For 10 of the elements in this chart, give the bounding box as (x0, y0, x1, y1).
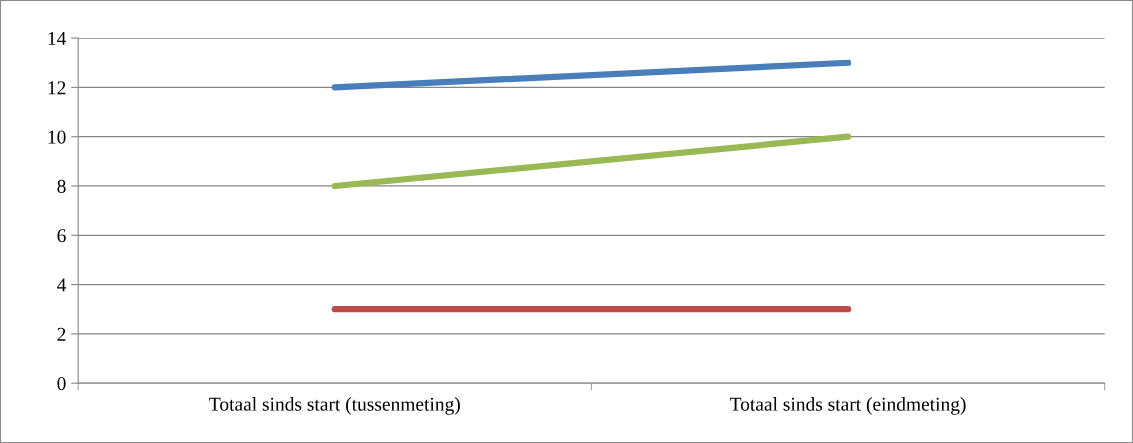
y-tick-label: 4 (57, 278, 67, 292)
y-tick-label: 12 (48, 81, 66, 95)
y-tick-label: 2 (57, 327, 66, 341)
y-tick-label: 14 (48, 32, 67, 45)
y-tick-label: 10 (48, 130, 66, 144)
y-tick-label: 0 (57, 377, 66, 391)
x-tick-label: Totaal sinds start (eindmeting) (730, 397, 966, 415)
x-tick-label: Totaal sinds start (tussenmeting) (209, 397, 460, 415)
y-tick-label: 8 (57, 179, 66, 193)
y-tick-label: 6 (57, 229, 66, 243)
